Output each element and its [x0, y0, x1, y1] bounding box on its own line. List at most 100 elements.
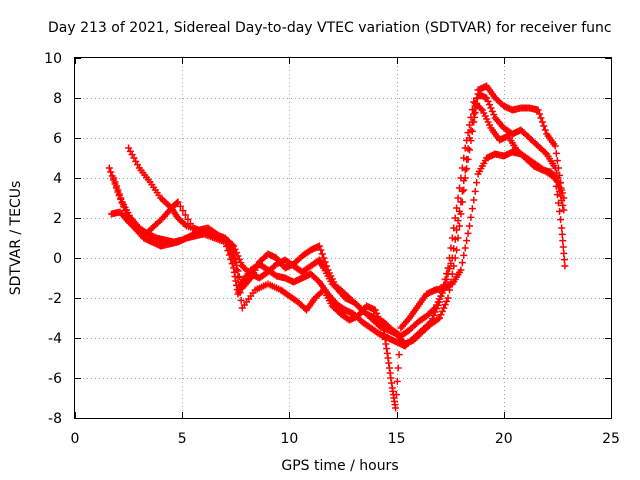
data-point [540, 122, 548, 130]
axis-ticks [75, 58, 612, 419]
data-point [181, 221, 189, 229]
data-point [451, 235, 459, 243]
y-tick-labels: -8 -6 -4 -2 0 2 4 6 8 10 [44, 51, 62, 427]
data-point [538, 118, 546, 126]
data-point [471, 102, 479, 110]
data-point [447, 259, 455, 267]
data-point [378, 323, 386, 331]
data-point [552, 149, 560, 157]
data-point [541, 149, 549, 157]
plot-frame [74, 57, 612, 419]
data-point [454, 217, 462, 225]
x-tick-label: 20 [495, 431, 513, 447]
data-point [455, 222, 463, 230]
data-point [184, 215, 192, 223]
data-point [559, 237, 567, 245]
data-point [320, 254, 328, 262]
data-point [181, 211, 189, 219]
y-tick-label: 6 [53, 131, 62, 147]
y-tick-label: 2 [53, 211, 62, 227]
data-point [551, 142, 559, 150]
y-tick-label: 8 [53, 91, 62, 107]
data-point [225, 242, 233, 250]
data-point [179, 207, 187, 215]
data-point [228, 260, 236, 268]
data-point [457, 266, 465, 274]
data-point [465, 222, 473, 230]
data-point [556, 171, 564, 179]
data-point [234, 273, 242, 281]
data-point [468, 118, 476, 126]
data-point [457, 198, 465, 206]
data-point [559, 201, 567, 209]
data-point [392, 404, 400, 412]
data-point [487, 104, 495, 112]
data-point [395, 351, 403, 359]
data-point [235, 281, 243, 289]
data-point [460, 177, 468, 185]
y-tick-label: -6 [48, 371, 62, 387]
data-point [375, 316, 383, 324]
data-point [318, 250, 326, 258]
data-point [550, 173, 558, 181]
data-point [471, 187, 479, 195]
data-point [558, 186, 566, 194]
data-point [536, 110, 544, 118]
data-point [237, 296, 245, 304]
data-points [105, 82, 569, 412]
data-point [560, 206, 568, 214]
data-point [444, 294, 452, 302]
series-track-4 [107, 148, 569, 412]
data-point [443, 297, 451, 305]
data-point [460, 186, 468, 194]
data-point [445, 265, 453, 273]
data-point [233, 249, 241, 257]
data-point [186, 220, 194, 228]
data-point [233, 266, 241, 274]
data-point [461, 166, 469, 174]
x-tick-label: 5 [178, 431, 187, 447]
data-point [371, 306, 379, 314]
data-point [453, 226, 461, 234]
data-point [174, 198, 182, 206]
data-point [117, 194, 125, 202]
data-point [552, 182, 560, 190]
data-point [450, 245, 458, 253]
data-point [441, 301, 449, 309]
data-point [470, 196, 478, 204]
data-point [560, 194, 568, 202]
data-point [234, 252, 242, 260]
data-point [534, 106, 542, 114]
data-point [435, 314, 443, 322]
data-point [374, 313, 382, 321]
data-point [483, 94, 491, 102]
x-tick-label: 10 [280, 431, 298, 447]
data-point [223, 238, 231, 246]
data-point [115, 190, 123, 198]
data-point [232, 258, 240, 266]
data-point [434, 315, 442, 323]
data-point [235, 255, 243, 263]
x-tick-label: 15 [388, 431, 406, 447]
data-point [473, 94, 481, 102]
data-point [465, 146, 473, 154]
data-point [554, 199, 562, 207]
y-tick-label: 4 [53, 171, 62, 187]
data-point [317, 246, 325, 254]
data-point [558, 224, 566, 232]
data-point [458, 187, 466, 195]
x-axis-title: GPS time / hours [281, 458, 398, 474]
data-point [553, 157, 561, 165]
data-point [464, 229, 472, 237]
data-point [315, 242, 323, 250]
data-point [394, 364, 402, 372]
y-tick-label: -8 [48, 411, 62, 427]
data-point [443, 275, 451, 283]
data-point [392, 391, 400, 399]
data-point [437, 311, 445, 319]
data-point [461, 244, 469, 252]
data-point [561, 262, 569, 270]
data-point [110, 174, 118, 182]
data-point [234, 267, 242, 275]
